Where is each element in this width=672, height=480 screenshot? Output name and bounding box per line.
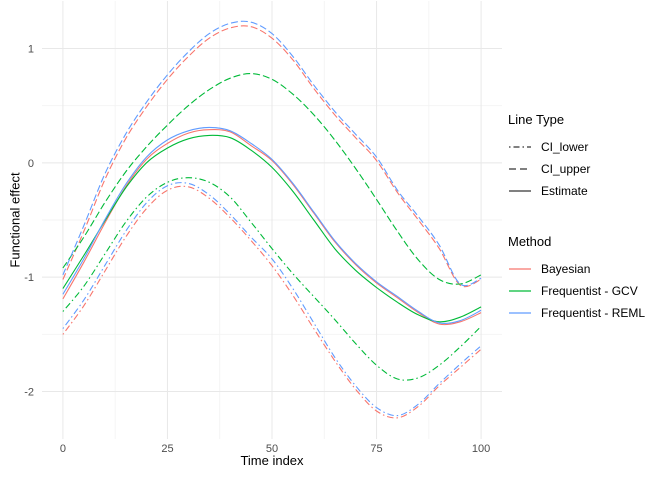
legend-label-frequentist-gcv: Frequentist - GCV: [541, 284, 638, 298]
legend-item-frequentist-gcv: Frequentist - GCV: [508, 280, 645, 302]
series-bayesian-ci-upper: [62, 25, 482, 288]
series-bayesian-ci-lower: [62, 185, 482, 419]
legend-label-frequentist-reml: Frequentist - REML: [541, 306, 646, 320]
legend-item-estimate: Estimate: [508, 180, 645, 202]
bayesian-key-icon: [509, 268, 531, 270]
series-frequentist-gcv-ci-lower: [62, 177, 482, 381]
x-tick-label: 0: [60, 443, 66, 455]
ci-upper-key-icon: [509, 168, 531, 170]
legend-item-ci-upper: CI_upper: [508, 158, 645, 180]
legend-title-method: Method: [508, 234, 552, 249]
y-tick-label: -1: [24, 272, 34, 284]
y-tick-label: 1: [28, 43, 34, 55]
legend-item-frequentist-reml: Frequentist - REML: [508, 302, 645, 324]
series-frequentist-reml-ci-lower: [62, 182, 482, 417]
x-axis-title: Time index: [240, 453, 304, 468]
series-bayesian-estimate: [62, 129, 482, 326]
legend-item-bayesian: Bayesian: [508, 258, 645, 280]
series-frequentist-gcv-ci-upper: [62, 73, 482, 285]
legend-title-line-type: Line Type: [508, 112, 565, 127]
series-frequentist-reml-estimate: [62, 126, 482, 325]
estimate-key-icon: [509, 190, 531, 192]
x-tick-label: 100: [472, 443, 490, 455]
legend: Line Type CI_lower CI_upper Estimate Met…: [508, 112, 645, 324]
y-tick-label: -2: [24, 387, 34, 399]
y-tick-label: 0: [28, 158, 34, 170]
x-tick-label: 25: [161, 443, 173, 455]
frequentist-gcv-key-icon: [509, 290, 531, 292]
series-frequentist-reml-ci-upper: [62, 20, 482, 287]
legend-label-ci-upper: CI_upper: [541, 162, 591, 176]
legend-item-ci-lower: CI_lower: [508, 136, 645, 158]
x-tick-label: 50: [266, 443, 278, 455]
legend-label-ci-lower: CI_lower: [541, 140, 589, 154]
legend-label-bayesian: Bayesian: [541, 262, 591, 276]
x-tick-label: 75: [370, 443, 382, 455]
legend-label-estimate: Estimate: [541, 184, 588, 198]
ci-lower-key-icon: [509, 146, 531, 148]
series-frequentist-gcv-estimate: [62, 134, 482, 323]
frequentist-reml-key-icon: [509, 312, 531, 314]
y-axis-title: Functional effect: [7, 172, 23, 268]
